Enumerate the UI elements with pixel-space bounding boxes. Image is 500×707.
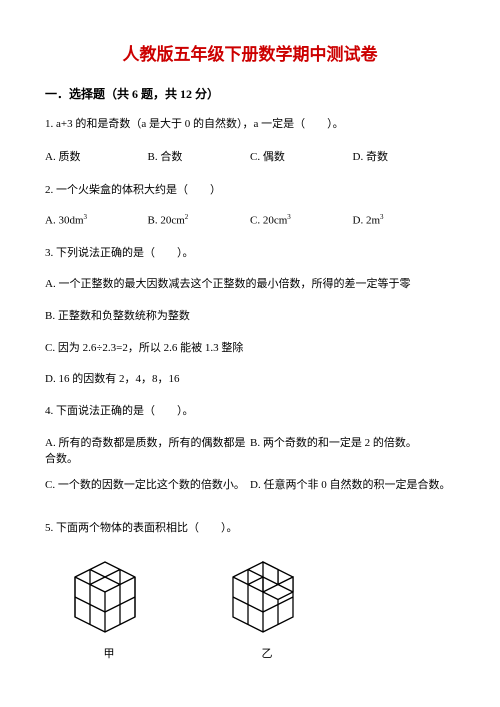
q1-options: A. 质数 B. 合数 C. 偶数 D. 奇数 [45,148,455,164]
q2-opt-c: C. 20cm3 [250,213,353,227]
q1-opt-c: C. 偶数 [250,148,353,164]
q3-opt-a: A. 一个正整数的最大因数减去这个正整数的最小倍数，所得的差一定等于零 [45,276,455,294]
page-title: 人教版五年级下册数学期中测试卷 [45,40,455,65]
q1-opt-b: B. 合数 [148,148,251,164]
q1-opt-a: A. 质数 [45,148,148,164]
q3-opt-b: B. 正整数和负整数统称为整数 [45,308,455,326]
figure-b-label: 乙 [223,645,311,661]
q3-text: 3. 下列说法正确的是（ ）。 [45,245,455,263]
section-header: 一．选择题（共 6 题，共 12 分） [45,85,455,102]
figure-a: 甲 [65,552,153,661]
q4-opt-c: C. 一个数的因数一定比这个数的倍数小。 [45,476,250,492]
q1-text: 1. a+3 的和是奇数（a 是大于 0 的自然数），a 一定是（ ）。 [45,116,455,134]
q3-opt-c: C. 因为 2.6÷2.3=2，所以 2.6 能被 1.3 整除 [45,340,455,358]
cube-icon-a [65,552,153,634]
q2-text: 2. 一个火柴盒的体积大约是（ ） [45,182,455,200]
cube-icon-b [223,552,311,634]
q1-opt-d: D. 奇数 [353,148,456,164]
q5-figures: 甲 乙 [45,552,455,661]
q2-opt-a: A. 30dm3 [45,213,148,227]
figure-a-label: 甲 [65,645,153,661]
q2-opt-b: B. 20cm2 [148,213,251,227]
q2-opt-d: D. 2m3 [353,213,456,227]
q4-text: 4. 下面说法正确的是（ ）。 [45,403,455,421]
q4-options-row1: A. 所有的奇数都是质数，所有的偶数都是合数。 B. 两个奇数的和一定是 2 的… [45,434,455,502]
figure-b: 乙 [223,552,311,661]
q4-opt-d: D. 任意两个非 0 自然数的积一定是合数。 [250,476,455,492]
q4-opt-a: A. 所有的奇数都是质数，所有的偶数都是合数。 [45,434,250,466]
q3-opt-d: D. 16 的因数有 2，4，8，16 [45,371,455,389]
q2-options: A. 30dm3 B. 20cm2 C. 20cm3 D. 2m3 [45,213,455,227]
q5-text: 5. 下面两个物体的表面积相比（ ）。 [45,520,455,538]
q4-opt-b: B. 两个奇数的和一定是 2 的倍数。 [250,434,455,466]
